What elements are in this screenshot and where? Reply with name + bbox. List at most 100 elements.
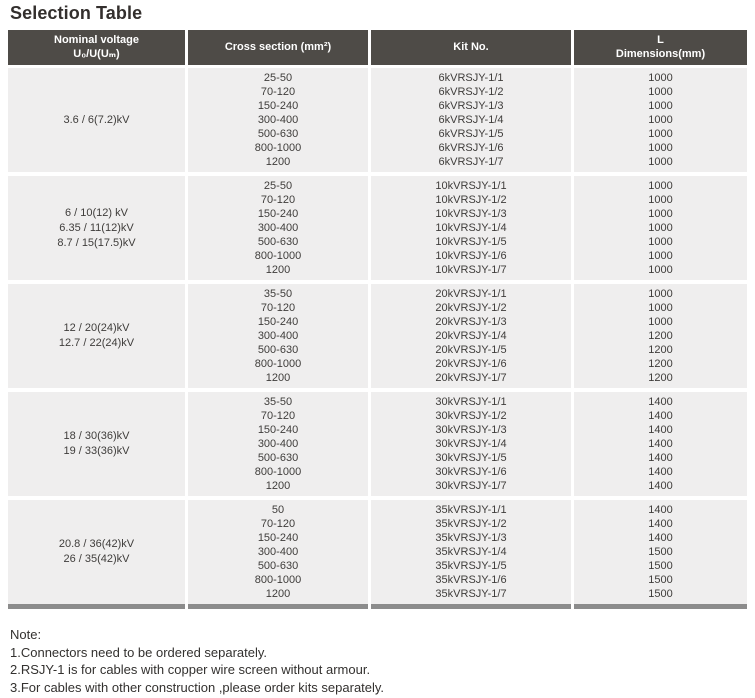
voltage-value: 12 / 20(24)kV: [63, 322, 130, 334]
dimension-value: 1400: [648, 452, 673, 464]
page-title: Selection Table: [10, 3, 143, 23]
cross-section-cell: 25-50 70-120 150-240 300-400 500-630 800-1000…: [188, 68, 368, 172]
dimension-value: 1400: [648, 518, 673, 530]
table-row-group: 18 / 30(36)kV 19 / 33(36)kV 35-50 70-120 15…: [8, 392, 747, 496]
kit-no-value: 20kVRSJY-1/4: [435, 330, 507, 342]
cross-section-cell: 25-50 70-120 150-240 300-400 500-630 800-1000…: [188, 176, 368, 280]
cross-section-value: 800-1000: [254, 250, 302, 262]
kit-no-value: 10kVRSJY-1/4: [435, 222, 507, 234]
dimension-value: 1000: [648, 316, 673, 328]
kit-no-value: 35kVRSJY-1/4: [435, 546, 507, 558]
cross-section-value: 800-1000: [254, 142, 302, 154]
cross-section-value: 25-50: [263, 72, 293, 84]
cross-section-value: 150-240: [257, 100, 299, 112]
header-l-dimensions: L Dimensions(mm): [574, 30, 747, 65]
header-nominal-voltage: Nominal voltage U₀/U(Uₘ): [8, 30, 185, 65]
note-item: 1.Connectors need to be ordered separate…: [10, 644, 268, 660]
cross-section-value: 800-1000: [254, 358, 302, 370]
kit-no-value: 20kVRSJY-1/7: [435, 372, 507, 384]
kit-no-value: 10kVRSJY-1/7: [435, 264, 507, 276]
voltage-value: 3.6 / 6(7.2)kV: [63, 113, 130, 126]
kit-no-value: 10kVRSJY-1/6: [435, 250, 507, 262]
note-item: 3.For cables with other construction ,pl…: [10, 679, 385, 695]
header-line: Cross section (mm²): [224, 40, 332, 53]
table-bottom-border-segment: [371, 604, 571, 609]
kit-no-value: 35kVRSJY-1/7: [435, 588, 507, 600]
cross-section-value: 1200: [265, 588, 291, 600]
kit-no-value: 10kVRSJY-1/3: [435, 208, 507, 220]
cross-section-value: 150-240: [257, 316, 299, 328]
dimension-cell: 1400 1400 1400 1500 1500 1500 1500: [574, 500, 747, 604]
header-line: L: [657, 34, 664, 46]
dimension-value: 1400: [648, 466, 673, 478]
table-row-group: 12 / 20(24)kV 12.7 / 22(24)kV 35-50 70-120…: [8, 284, 747, 388]
cross-section-value: 1200: [265, 264, 291, 276]
voltage-value: 26 / 35(42)kV: [63, 553, 130, 565]
dimension-value: 1000: [648, 236, 673, 248]
dimension-value: 1200: [648, 330, 673, 342]
selection-table: Nominal voltage U₀/U(Uₘ) Cross section (…: [8, 30, 747, 609]
table-bottom-border-segment: [8, 604, 185, 609]
kit-no-cell: 20kVRSJY-1/1 20kVRSJY-1/2 20kVRSJY-1/3 20kV…: [371, 284, 571, 388]
voltage-cell: 20.8 / 36(42)kV 26 / 35(42)kV: [8, 500, 185, 604]
kit-no-value: 6kVRSJY-1/6: [438, 142, 504, 154]
cross-section-value: 300-400: [257, 546, 299, 558]
dimension-value: 1400: [648, 480, 673, 492]
cross-section-value: 500-630: [257, 236, 299, 248]
dimension-value: 1000: [648, 128, 673, 140]
header-line: Dimensions(mm): [615, 47, 706, 60]
dimension-value: 1500: [648, 588, 673, 600]
dimension-value: 1400: [648, 410, 673, 422]
dimension-value: 1000: [648, 194, 673, 206]
kit-no-value: 35kVRSJY-1/2: [435, 518, 507, 530]
dimension-value: 1000: [648, 208, 673, 220]
dimension-value: 1200: [648, 372, 673, 384]
kit-no-value: 6kVRSJY-1/4: [438, 114, 504, 126]
cross-section-value: 70-120: [260, 302, 296, 314]
kit-no-value: 6kVRSJY-1/2: [438, 86, 504, 98]
dimension-value: 1400: [648, 424, 673, 436]
cross-section-cell: 35-50 70-120 150-240 300-400 500-630 800-1000…: [188, 284, 368, 388]
dimension-value: 1000: [648, 250, 673, 262]
table-bottom-border: [8, 604, 747, 609]
dimension-value: 1200: [648, 344, 673, 356]
voltage-cell: 18 / 30(36)kV 19 / 33(36)kV: [8, 392, 185, 496]
kit-no-cell: 6kVRSJY-1/1 6kVRSJY-1/2 6kVRSJY-1/3 6kVRSJY…: [371, 68, 571, 172]
table-body: 3.6 / 6(7.2)kV 25-50 70-120 150-240 300-400…: [8, 68, 747, 604]
kit-no-value: 30kVRSJY-1/5: [435, 452, 507, 464]
kit-no-value: 20kVRSJY-1/5: [435, 344, 507, 356]
kit-no-value: 30kVRSJY-1/4: [435, 438, 507, 450]
kit-no-value: 35kVRSJY-1/5: [435, 560, 507, 572]
header-line: U₀/U(Uₘ): [73, 47, 120, 60]
dimension-value: 1000: [648, 288, 673, 300]
cross-section-value: 70-120: [260, 194, 296, 206]
cross-section-value: 1200: [265, 480, 291, 492]
dimension-value: 1000: [648, 264, 673, 276]
kit-no-value: 35kVRSJY-1/1: [435, 504, 507, 516]
cross-section-value: 300-400: [257, 222, 299, 234]
kit-no-cell: 10kVRSJY-1/1 10kVRSJY-1/2 10kVRSJY-1/3 10kV…: [371, 176, 571, 280]
dimension-value: 1000: [648, 72, 673, 84]
dimension-value: 1000: [648, 302, 673, 314]
cross-section-value: 150-240: [257, 208, 299, 220]
kit-no-value: 30kVRSJY-1/6: [435, 466, 507, 478]
cross-section-value: 35-50: [263, 396, 293, 408]
kit-no-value: 20kVRSJY-1/2: [435, 302, 507, 314]
dimension-value: 1500: [648, 560, 673, 572]
cross-section-value: 150-240: [257, 532, 299, 544]
voltage-value: 18 / 30(36)kV: [63, 430, 130, 442]
dimension-value: 1400: [648, 396, 673, 408]
cross-section-value: 25-50: [263, 180, 293, 192]
cross-section-value: 500-630: [257, 128, 299, 140]
cross-section-cell: 50 70-120 150-240 300-400 500-630 800-1000 120…: [188, 500, 368, 604]
cross-section-value: 300-400: [257, 438, 299, 450]
kit-no-value: 20kVRSJY-1/1: [435, 288, 507, 300]
dimension-value: 1000: [648, 156, 673, 168]
voltage-value: 8.7 / 15(17.5)kV: [57, 236, 136, 249]
kit-no-value: 10kVRSJY-1/1: [435, 180, 507, 192]
dimension-value: 1000: [648, 100, 673, 112]
cross-section-value: 35-50: [263, 288, 293, 300]
kit-no-value: 6kVRSJY-1/3: [438, 100, 504, 112]
table-header-row: Nominal voltage U₀/U(Uₘ) Cross section (…: [8, 30, 747, 65]
